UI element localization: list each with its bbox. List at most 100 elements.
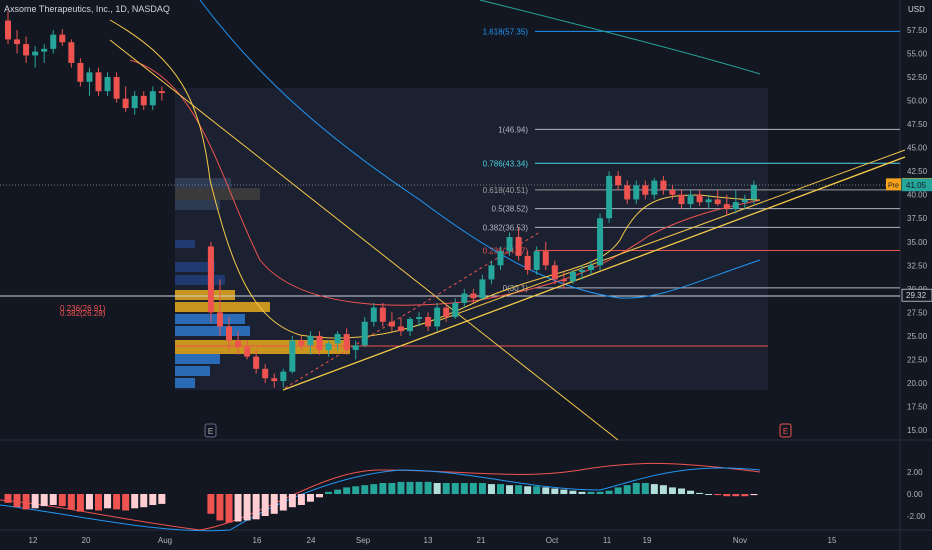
candle-body — [23, 44, 30, 56]
candle-body — [77, 62, 84, 82]
candle-body — [678, 194, 685, 205]
candle-body — [750, 184, 757, 200]
uptrend-line[interactable] — [282, 156, 906, 391]
macd-bar — [279, 494, 287, 511]
candle-body — [370, 307, 377, 322]
macd-bar — [641, 483, 649, 494]
fib-retracement[interactable]: 1.618(57.35) 1(46.94) 0.786(43.34) 0.618(40… — [483, 27, 900, 293]
macd-bar — [252, 494, 260, 520]
price-badge-text: 29.32 — [906, 291, 927, 300]
macd-bar — [460, 483, 468, 494]
macd-bar — [750, 494, 758, 496]
candle-body — [497, 251, 504, 266]
macd-bar — [388, 483, 396, 494]
macd-bar — [288, 494, 296, 508]
price-tick-label: 25.00 — [907, 332, 928, 341]
price-tick-label: 17.50 — [907, 402, 928, 411]
time-tick-label: 13 — [424, 536, 433, 545]
candle-body — [560, 279, 567, 282]
macd-bar — [506, 485, 514, 494]
candle-body — [316, 335, 323, 350]
macd-bar — [306, 494, 314, 502]
candle-body — [696, 194, 703, 203]
price-tick-label: 32.50 — [907, 261, 928, 270]
macd-bar — [31, 494, 39, 509]
macd-bar — [714, 494, 722, 496]
candle-body — [86, 72, 93, 82]
macd-tick-label: 0.00 — [907, 490, 923, 499]
macd-bar — [632, 483, 640, 494]
candle-body — [506, 237, 513, 252]
downtrend-line[interactable] — [109, 39, 619, 441]
macd-bar — [40, 494, 48, 507]
macd-bar — [207, 494, 215, 514]
macd-bar — [569, 490, 577, 494]
macd-bar — [234, 494, 242, 522]
currency-label: USD — [908, 5, 925, 14]
time-tick-label: Sep — [356, 536, 371, 545]
candle-body — [723, 204, 730, 209]
pre-market-badge — [886, 178, 901, 191]
candle-body — [488, 265, 495, 280]
dashed-projection-line[interactable] — [284, 231, 541, 389]
macd-bar — [316, 494, 323, 498]
macd-bar — [22, 494, 30, 510]
candle-body — [253, 356, 260, 369]
macd-bar — [4, 494, 12, 503]
event-marker-2[interactable]: E — [779, 423, 792, 438]
macd-bar — [469, 483, 477, 494]
price-tick-label: 52.50 — [907, 73, 928, 82]
ma-yellow-line — [109, 19, 761, 339]
candle-body — [714, 199, 721, 205]
candle-body — [397, 326, 404, 332]
candle-body — [524, 255, 531, 270]
event-marker-1[interactable]: E — [204, 423, 217, 438]
macd-bar — [325, 491, 333, 494]
price-tick-label: 27.50 — [907, 308, 928, 317]
chart-title: Axsome Therapeutics, Inc., 1D, NASDAQ — [4, 4, 170, 14]
candle-body — [307, 335, 314, 346]
macd-bar — [334, 489, 342, 494]
candle-body — [95, 72, 102, 92]
macd-bar — [424, 481, 432, 494]
candle-body — [687, 194, 694, 205]
candle-body — [271, 378, 278, 382]
uptrend-line-2[interactable] — [439, 149, 906, 321]
candle-body — [352, 345, 359, 350]
svg-text:E: E — [783, 427, 788, 436]
time-tick-label: 20 — [82, 536, 91, 545]
time-tick-label: 11 — [603, 536, 612, 545]
candles — [5, 11, 757, 388]
macd-bar — [261, 494, 269, 516]
candle-body — [325, 343, 332, 350]
macd-tick-label: -2.00 — [907, 512, 926, 521]
candle-body — [551, 265, 558, 280]
price-badge-text: 41.05 — [906, 181, 927, 190]
candle-body — [32, 51, 39, 56]
macd-bar — [406, 481, 414, 494]
candle-body — [59, 34, 66, 43]
macd-bar — [605, 490, 613, 494]
macd-bar — [741, 494, 749, 497]
candle-body — [597, 218, 604, 266]
macd-bar — [270, 494, 278, 514]
macd-bar — [614, 487, 622, 494]
macd-bar — [560, 489, 568, 494]
candle-body — [732, 202, 739, 209]
price-tick-label: 42.50 — [907, 167, 928, 176]
macd-bar — [76, 494, 84, 512]
candle-body — [542, 251, 549, 266]
price-tick-label: 40.00 — [907, 191, 928, 200]
price-tick-label: 47.50 — [907, 120, 928, 129]
candle-body — [452, 302, 459, 318]
candle-body — [343, 334, 350, 350]
macd-line — [0, 467, 761, 532]
fib-level-label: 1(46.94) — [498, 125, 528, 134]
macd-bar — [705, 494, 713, 495]
candle-body — [578, 270, 585, 272]
ma-blue-line — [199, 0, 761, 299]
candle-body — [68, 42, 75, 63]
time-tick-label: 19 — [643, 536, 652, 545]
ma-red-line — [129, 59, 761, 306]
